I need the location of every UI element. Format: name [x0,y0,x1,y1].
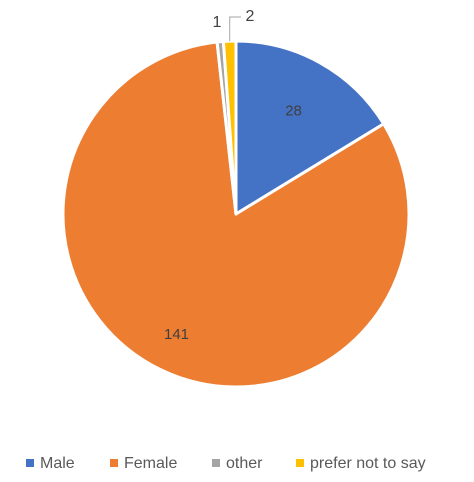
data-label-prefer-not-to-say: 2 [246,8,255,25]
legend-item-female: Female [110,455,177,472]
data-label-male: 28 [285,102,302,119]
legend-label-female: Female [124,455,177,472]
pie-slice-male [234,39,386,216]
legend: Male Female other prefer not to say [26,455,426,472]
pie-slice-prefer-not-to-say [221,39,238,216]
legend-item-other: other [212,455,263,472]
pie-slices [61,39,411,389]
legend-label-prefer-not-to-say: prefer not to say [310,455,426,472]
data-label-female: 141 [164,326,189,343]
legend-item-male: Male [26,455,75,472]
legend-swatch-other [212,459,220,467]
legend-label-other: other [226,455,263,472]
legend-label-male: Male [40,455,75,472]
legend-swatch-prefer-not-to-say [296,459,304,467]
legend-item-prefer-not-to-say: prefer not to say [296,455,426,472]
data-labels: 28 141 1 2 [164,8,302,343]
callout-line-prefer-not-to-say [229,16,241,42]
callout-lines [229,16,241,42]
legend-swatch-female [110,459,118,467]
data-label-other: 1 [213,14,222,31]
legend-swatch-male [26,459,34,467]
